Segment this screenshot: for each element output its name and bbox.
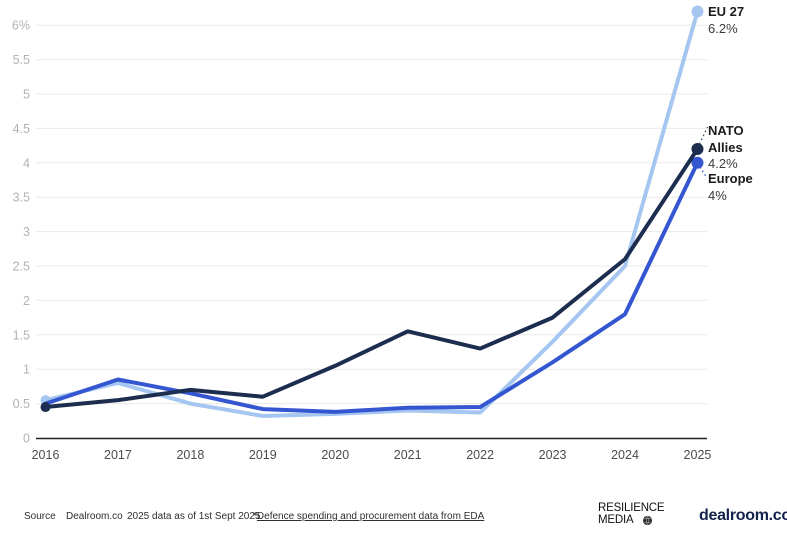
annotation-europe: Europe 4% bbox=[708, 171, 753, 204]
y-axis-tick-label: 5.5 bbox=[13, 53, 30, 67]
annotation-nato-allies-value: 4.2% bbox=[708, 156, 738, 171]
annotation-eu27-label: EU 27 bbox=[708, 4, 745, 19]
series-line-nato-allies bbox=[43, 147, 700, 410]
resilience-media-logo: RESILIENCE MEDIA bbox=[598, 502, 665, 526]
x-axis-tick-label: 2021 bbox=[394, 448, 422, 462]
y-axis-tick-label: 1 bbox=[23, 363, 30, 377]
x-axis-tick-label: 2025 bbox=[684, 448, 712, 462]
footer-source-label: Source bbox=[24, 511, 56, 522]
footer-source-value: Dealroom.co bbox=[66, 511, 123, 522]
footer-data-note: 2025 data as of 1st Sept 2025 bbox=[127, 511, 261, 522]
series-start-marker-nato-allies bbox=[40, 402, 51, 413]
annotation-nato-allies-label: NATO Allies bbox=[708, 123, 744, 155]
y-axis-tick-label: 2 bbox=[23, 294, 30, 308]
annotation-nato-allies: NATO Allies 4.2% bbox=[708, 123, 760, 173]
annotation-europe-label: Europe bbox=[708, 171, 753, 186]
footer-eda-link[interactable]: Defence spending and procurement data fr… bbox=[256, 511, 485, 522]
annotation-eu27: EU 27 6.2% bbox=[708, 4, 744, 37]
leader-line-nato bbox=[698, 126, 709, 145]
y-axis-tick-label: 2.5 bbox=[13, 260, 30, 274]
annotation-europe-value: 4% bbox=[708, 187, 727, 203]
series-line-europe bbox=[43, 160, 700, 414]
x-axis-tick-label: 2022 bbox=[466, 448, 494, 462]
series-end-marker-nato-allies bbox=[691, 143, 704, 156]
annotation-eu27-value: 6.2% bbox=[708, 20, 738, 36]
y-axis-tick-label: 0.5 bbox=[13, 397, 30, 411]
series-line-eu-27 bbox=[43, 9, 700, 418]
y-axis-tick-label: 1.5 bbox=[13, 328, 30, 342]
x-axis-tick-label: 2016 bbox=[32, 448, 60, 462]
y-axis-tick-label: 3.5 bbox=[13, 191, 30, 205]
y-axis-tick-label: 5 bbox=[23, 88, 30, 102]
x-axis-tick-label: 2023 bbox=[539, 448, 567, 462]
y-axis-tick-label: 6% bbox=[12, 19, 30, 33]
y-axis-tick-label: 4 bbox=[23, 156, 30, 170]
x-axis-tick-label: 2017 bbox=[104, 448, 132, 462]
x-axis-tick-label: 2018 bbox=[176, 448, 204, 462]
series-end-marker-eu-27 bbox=[691, 5, 704, 18]
series-end-marker-europe bbox=[691, 156, 704, 169]
dealroom-logo: dealroom.co bbox=[699, 507, 787, 524]
x-axis-tick-label: 2019 bbox=[249, 448, 277, 462]
footer-link-asterisk: * bbox=[253, 511, 257, 522]
x-axis-tick-label: 2024 bbox=[611, 448, 639, 462]
y-axis-tick-label: 0 bbox=[23, 432, 30, 446]
footer-eda-link-wrap: *Defence spending and procurement data f… bbox=[253, 511, 484, 522]
leader-line-europe bbox=[699, 166, 708, 179]
resilience-media-logo-line2: MEDIA bbox=[598, 513, 634, 526]
resilience-media-logo-line1: RESILIENCE bbox=[598, 502, 665, 514]
y-axis-tick-label: 4.5 bbox=[13, 122, 30, 136]
y-axis-tick-label: 3 bbox=[23, 225, 30, 239]
x-axis-tick-label: 2020 bbox=[321, 448, 349, 462]
globe-icon bbox=[642, 515, 653, 526]
